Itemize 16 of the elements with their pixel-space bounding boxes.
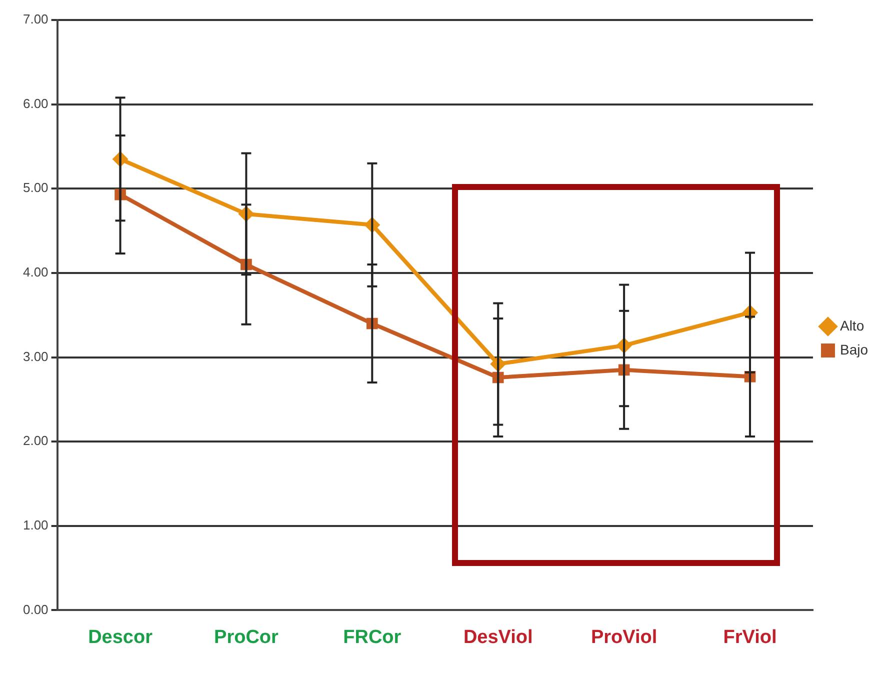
x-tick-label: DesViol bbox=[463, 626, 533, 648]
x-tick-label: FrViol bbox=[723, 626, 777, 648]
y-tick-label: 0.00 bbox=[22, 602, 48, 617]
y-tick-label: 2.00 bbox=[22, 433, 48, 448]
y-tick-label: 1.00 bbox=[22, 517, 48, 532]
x-tick-label: FRCor bbox=[343, 626, 402, 648]
x-tick-label: Descor bbox=[88, 626, 154, 648]
x-tick-label: ProCor bbox=[214, 626, 280, 648]
y-tick-label: 6.00 bbox=[22, 96, 48, 111]
x-tick-label: ProViol bbox=[590, 626, 658, 648]
y-tick-label: 3.00 bbox=[22, 348, 48, 364]
legend-label: Alto bbox=[840, 317, 864, 334]
y-tick-label: 4.00 bbox=[22, 264, 48, 280]
y-tick-label: 7.00 bbox=[22, 12, 48, 27]
legend-label: Bajo bbox=[840, 341, 868, 358]
y-tick-label: 5.00 bbox=[22, 180, 48, 196]
